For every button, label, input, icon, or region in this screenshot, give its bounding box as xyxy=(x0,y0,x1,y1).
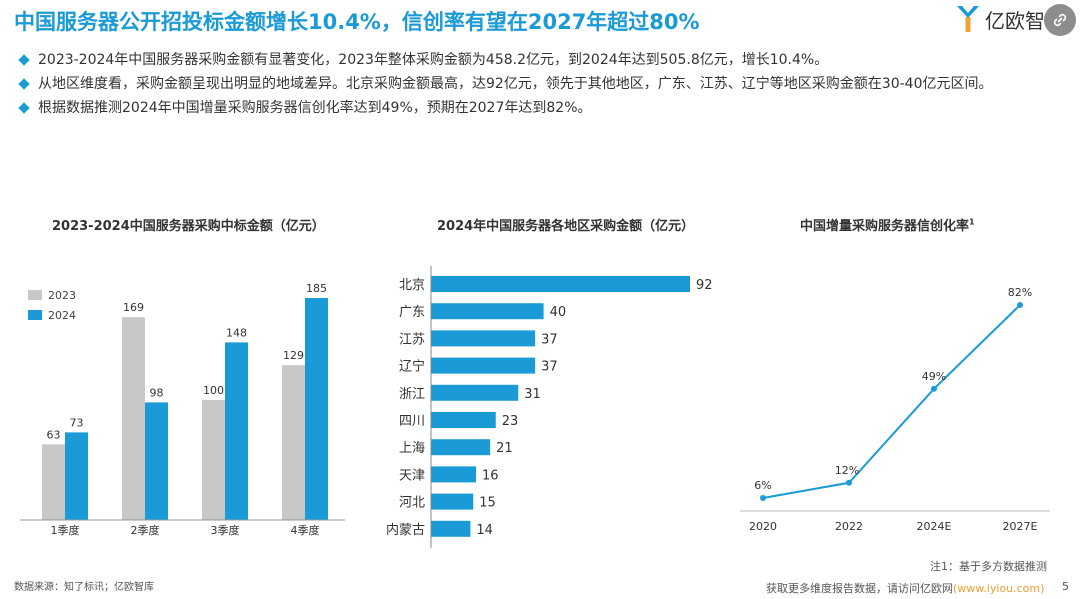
region-bar xyxy=(431,439,491,456)
data-point-2027E xyxy=(1017,302,1023,308)
data-label-2024-3: 148 xyxy=(226,326,247,339)
chart1-title: 2023-2024中国服务器采购中标金额（亿元） xyxy=(52,219,325,234)
region-value-label: 31 xyxy=(524,387,541,402)
region-label: 广东 xyxy=(399,305,425,320)
bar-2023-4 xyxy=(282,365,305,520)
region-bar xyxy=(431,412,496,428)
region-label: 上海 xyxy=(399,441,425,456)
data-label-2023-2: 169 xyxy=(123,301,144,314)
bullet-item: 从地区维度看，采购金额呈现出明显的地域差异。北京采购金额最高，达92亿元，领先于… xyxy=(18,74,1068,94)
region-bar xyxy=(431,357,536,374)
bar-2024-4 xyxy=(305,298,328,520)
x-tick-label: 2027E xyxy=(1003,520,1038,533)
region-value-label: 37 xyxy=(541,332,558,347)
region-label: 四川 xyxy=(399,414,425,429)
region-label: 河北 xyxy=(399,496,425,511)
region-value-label: 40 xyxy=(550,305,567,320)
data-label-2023-3: 100 xyxy=(203,384,224,397)
data-label-2020: 6% xyxy=(754,479,771,492)
region-value-label: 15 xyxy=(479,496,496,511)
x-tick-label: 2024E xyxy=(917,520,952,533)
data-label-2023-4: 129 xyxy=(283,349,304,362)
data-point-2024E xyxy=(931,385,937,392)
region-label: 浙江 xyxy=(399,387,425,402)
bullet-item: 2023-2024年中国服务器采购金额有显著变化，2023年整体采购金额为458… xyxy=(18,50,1068,70)
region-bar xyxy=(431,520,471,537)
data-point-2022 xyxy=(846,479,852,486)
chart3-title: 中国增量采购服务器信创化率1 xyxy=(800,215,975,234)
diamond-bullet-icon xyxy=(18,54,30,66)
region-bar xyxy=(431,493,474,510)
data-source: 数据来源：知了标讯；亿欧智库 xyxy=(14,582,154,593)
chart2-title: 2024年中国服务器各地区采购金额（亿元） xyxy=(437,219,695,234)
chart3-xinchuang-line-chart: 6% 2020 12% 2022 49% 2024E 82% 2027E xyxy=(740,286,1050,533)
region-value-label: 37 xyxy=(541,360,558,375)
x-tick-label: 2022 xyxy=(835,520,863,533)
bar-2023-2 xyxy=(122,317,145,520)
xinchuang-rate-line xyxy=(762,304,1021,499)
chart1-quarterly-bar-chart: 2023 2024 63 73 1季度 169 98 2季度 100 148 3季度 129 185 4季… xyxy=(20,282,345,537)
data-label-2027E: 82% xyxy=(1008,286,1032,299)
region-bar xyxy=(431,276,690,292)
page-title: 中国服务器公开招投标金额增长10.4%，信创率有望在2027年超过80% xyxy=(14,10,700,34)
region-label: 辽宁 xyxy=(399,359,425,375)
data-label-2024-1: 73 xyxy=(70,416,84,429)
chart2-region-bar-chart: 北京 92 广东 40 江苏 37 辽宁 37 浙江 31 四川 23 上海 21 天津 16 河北 15 内蒙古 1… xyxy=(386,266,713,548)
link-icon xyxy=(1053,13,1067,27)
region-label: 北京 xyxy=(399,278,425,293)
data-label-2024E: 49% xyxy=(922,370,946,383)
footer-more-text: 获取更多维度报告数据，请访问亿欧网 xyxy=(766,582,953,595)
data-label-2024-4: 185 xyxy=(306,282,327,295)
share-button[interactable] xyxy=(1044,4,1076,36)
x-tick-label: 2季度 xyxy=(131,523,160,537)
region-label: 内蒙古 xyxy=(386,522,425,538)
data-point-2020 xyxy=(760,495,766,501)
bullet-item: 根据数据推测2024年中国增量采购服务器信创化率达到49%，预期在2027年达到… xyxy=(18,98,1068,118)
footnote: 注1：基于多方数据推测 xyxy=(930,560,1047,573)
footer-website-link[interactable]: (www.iyiou.com) xyxy=(953,582,1045,595)
region-bar xyxy=(431,330,536,347)
bullet-text: 2023-2024年中国服务器采购金额有显著变化，2023年整体采购金额为458… xyxy=(38,52,829,68)
legend-label-2023: 2023 xyxy=(48,289,76,302)
region-label: 天津 xyxy=(399,468,425,483)
region-value-label: 92 xyxy=(696,278,713,293)
region-bar xyxy=(431,384,519,401)
x-tick-label: 2020 xyxy=(749,520,777,533)
legend-label-2024: 2024 xyxy=(48,309,76,322)
legend-swatch-2024 xyxy=(28,310,42,320)
chart3-title-text: 中国增量采购服务器信创化率 xyxy=(800,219,970,234)
page-number: 5 xyxy=(1062,580,1069,593)
brand-name: 亿欧智 xyxy=(985,8,1045,33)
chart3-title-sup: 1 xyxy=(969,217,975,227)
diamond-bullet-icon xyxy=(18,102,30,114)
data-label-2023-1: 63 xyxy=(47,428,61,441)
data-label-2022: 12% xyxy=(835,464,859,477)
x-tick-label: 1季度 xyxy=(51,523,80,537)
region-value-label: 21 xyxy=(496,441,513,456)
footer-more: 获取更多维度报告数据，请访问亿欧网(www.iyiou.com) xyxy=(766,580,1044,596)
region-value-label: 16 xyxy=(482,468,499,483)
bar-2024-3 xyxy=(225,342,248,520)
x-tick-label: 3季度 xyxy=(211,523,240,537)
region-value-label: 23 xyxy=(502,414,519,429)
bullet-text: 从地区维度看，采购金额呈现出明显的地域差异。北京采购金额最高，达92亿元，领先于… xyxy=(38,76,993,92)
region-label: 江苏 xyxy=(399,331,425,347)
data-label-2024-2: 98 xyxy=(150,386,164,399)
bar-2023-1 xyxy=(42,444,65,520)
region-bar xyxy=(431,303,544,320)
bullet-text: 根据数据推测2024年中国增量采购服务器信创化率达到49%，预期在2027年达到… xyxy=(38,100,592,116)
legend-swatch-2023 xyxy=(28,290,42,300)
region-bar xyxy=(431,466,477,483)
region-value-label: 14 xyxy=(476,523,493,538)
x-tick-label: 4季度 xyxy=(291,523,320,537)
summary-bullets: 2023-2024年中国服务器采购金额有显著变化，2023年整体采购金额为458… xyxy=(18,50,1068,122)
bar-2023-3 xyxy=(202,400,225,520)
bar-2024-1 xyxy=(65,432,88,520)
brand-logo-icon xyxy=(957,6,979,32)
bar-2024-2 xyxy=(145,402,168,520)
diamond-bullet-icon xyxy=(18,78,30,90)
brand-logo: 亿欧智 xyxy=(955,4,1045,34)
